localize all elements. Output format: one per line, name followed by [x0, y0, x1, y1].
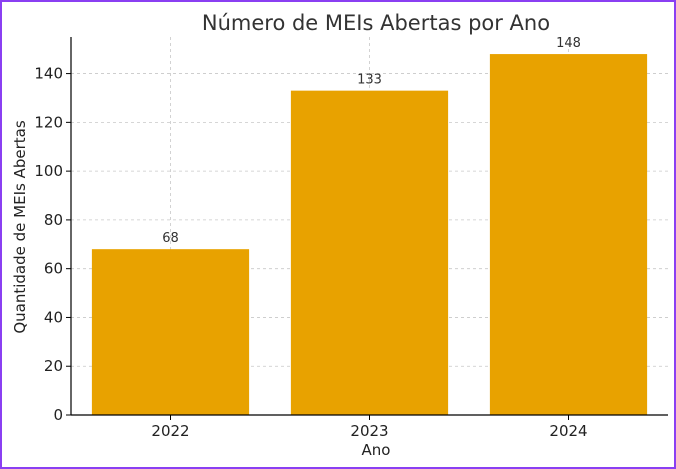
- data-label-2022: 68: [162, 231, 179, 246]
- x-tick-label-2022: 2022: [151, 422, 189, 440]
- chart-title: Número de MEIs Abertas por Ano: [202, 11, 550, 35]
- y-tick-label: 80: [44, 211, 63, 229]
- bar-2022: [91, 249, 250, 415]
- data-labels: 68 133 148: [162, 36, 581, 246]
- y-axis-label: Quantidade de MEIs Abertas: [11, 120, 29, 333]
- axes: [66, 37, 668, 420]
- x-axis-label: Ano: [362, 441, 391, 459]
- y-tick-label: 0: [53, 406, 63, 424]
- tick-labels: 0 20 40 60 80 100 120 140 2022 2023 2024: [34, 65, 587, 440]
- y-tick-label: 60: [44, 260, 63, 278]
- x-tick-label-2023: 2023: [350, 422, 388, 440]
- y-tick-label: 40: [44, 308, 63, 326]
- y-tick-label: 20: [44, 357, 63, 375]
- y-tick-label: 100: [34, 162, 63, 180]
- x-tick-label-2024: 2024: [549, 422, 587, 440]
- bar-2023: [290, 90, 449, 415]
- bars: [91, 54, 648, 415]
- data-label-2023: 133: [357, 73, 382, 88]
- data-label-2024: 148: [556, 36, 581, 51]
- y-tick-label: 140: [34, 65, 63, 83]
- y-tick-label: 120: [34, 113, 63, 131]
- bar-2024: [489, 54, 648, 415]
